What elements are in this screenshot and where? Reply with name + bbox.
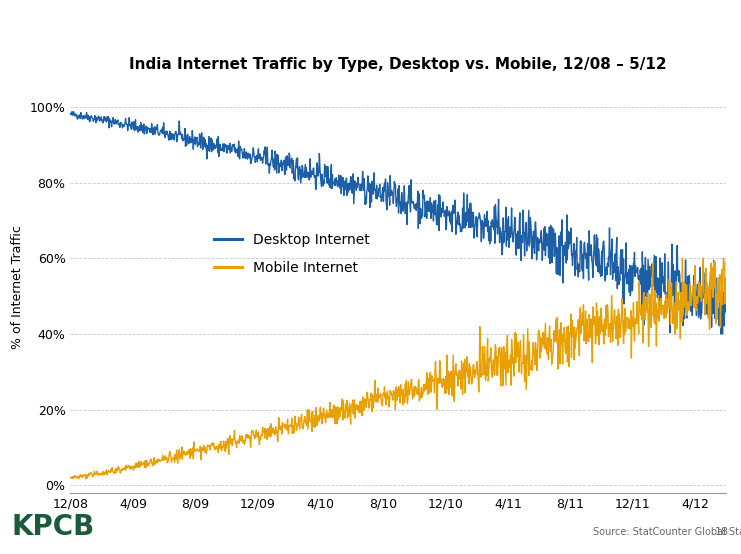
Text: Source: StatCounter Global Stats.: Source: StatCounter Global Stats. <box>593 526 741 537</box>
Y-axis label: % of Internet Traffic: % of Internet Traffic <box>11 225 24 348</box>
Legend: Desktop Internet, Mobile Internet: Desktop Internet, Mobile Internet <box>208 227 375 280</box>
Text: KPCB: KPCB <box>11 512 94 541</box>
Text: 18: 18 <box>715 526 729 537</box>
Text: Good / Bad News – Rapidly Growing Mobile Internet Usage Surpassed
More Highly Mo: Good / Bad News – Rapidly Growing Mobile… <box>9 14 691 58</box>
Title: India Internet Traffic by Type, Desktop vs. Mobile, 12/08 – 5/12: India Internet Traffic by Type, Desktop … <box>130 57 667 72</box>
